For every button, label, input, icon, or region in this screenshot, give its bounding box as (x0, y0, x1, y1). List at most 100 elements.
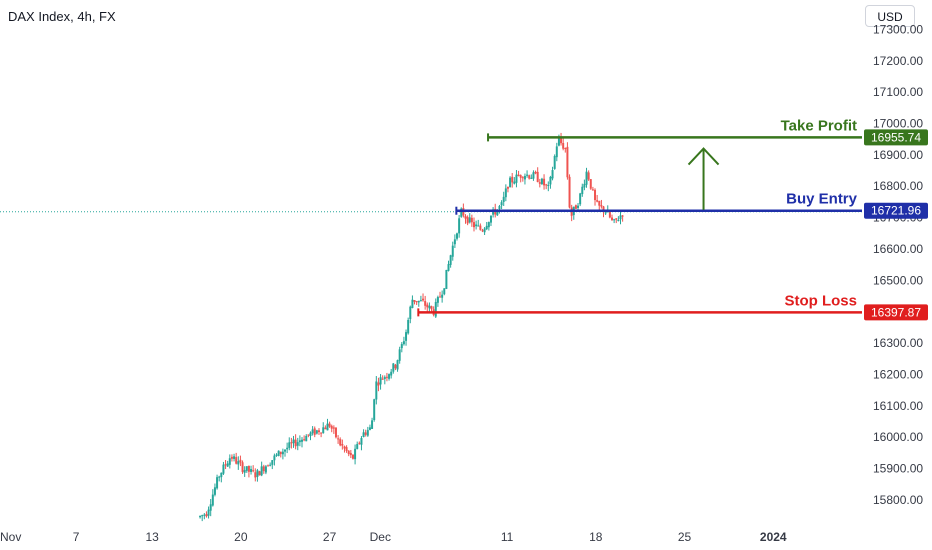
candle-body (409, 306, 412, 320)
candle-body (407, 319, 410, 334)
candle-body (332, 427, 335, 429)
candle-body (530, 177, 533, 179)
candle-body (211, 494, 214, 506)
price-axis[interactable]: 17300.00 17200.00 17100.00 17000.00 16900.00… (873, 22, 923, 506)
candle-body (445, 269, 448, 289)
candle-body (519, 175, 522, 178)
time-axis[interactable]: Nov 7 13 20 27 Dec 11 18 25 2024 (0, 530, 787, 544)
candle-body (286, 447, 289, 450)
candle-body (534, 171, 537, 174)
y-tick-label: 16300.00 (873, 336, 923, 350)
candle-body (411, 299, 414, 308)
candle-body (513, 181, 516, 184)
candle-body (458, 218, 461, 234)
candle-body (317, 430, 320, 433)
candle-body (213, 487, 216, 495)
candle-body (385, 376, 388, 378)
candle-body (621, 215, 624, 217)
candle-body (334, 427, 337, 438)
candle-body (591, 189, 594, 191)
candle-body (258, 471, 261, 476)
candle-body (577, 205, 580, 208)
candle-body (349, 452, 352, 456)
candle-body (619, 215, 622, 220)
candle-body (613, 219, 616, 221)
candle-body (356, 444, 359, 449)
candle-body (617, 220, 620, 222)
candle-body (379, 377, 382, 385)
x-tick-label: 7 (73, 530, 80, 544)
candle-body (426, 304, 429, 308)
chart-title: DAX Index, 4h, FX (8, 9, 116, 24)
candle-body (413, 300, 416, 302)
candle-body (224, 464, 227, 466)
y-tick-label: 17000.00 (873, 117, 923, 131)
candle-body (553, 156, 556, 169)
candle-body (441, 294, 444, 298)
candle-body (328, 423, 331, 427)
candle-body (477, 225, 480, 227)
candle-body (279, 451, 282, 455)
candle-body (398, 349, 401, 361)
candle-body (549, 176, 552, 185)
y-tick-label: 17100.00 (873, 85, 923, 99)
candle-body (368, 427, 371, 430)
candle-body (216, 477, 219, 489)
candle-body (615, 218, 618, 220)
candle-body (288, 442, 291, 448)
candle-body (487, 222, 490, 228)
candle-body (583, 183, 586, 188)
candle-body (269, 464, 272, 466)
candle-body (228, 458, 231, 465)
candle-body (324, 427, 327, 430)
candle-body (466, 217, 469, 224)
x-tick-label: 2024 (760, 530, 787, 544)
candle-body (449, 255, 452, 265)
levels-group: Take Profit Buy Entry Stop Loss (0, 117, 862, 317)
candle-body (241, 462, 244, 472)
candle-body (402, 341, 405, 345)
candle-body (354, 448, 357, 460)
candle-body (218, 476, 221, 478)
candle-body (254, 472, 257, 478)
candle-body (566, 146, 569, 178)
candle-body (598, 201, 601, 206)
currency-button[interactable]: USD (865, 5, 915, 27)
candle-body (415, 301, 418, 303)
candle-body (400, 344, 403, 349)
candle-body (422, 298, 425, 301)
candle-body (203, 514, 206, 516)
candle-body (392, 363, 395, 372)
candle-body (587, 172, 590, 180)
candle-body (358, 442, 361, 444)
candle-body (201, 515, 204, 517)
candle-body (602, 206, 605, 213)
candle-body (481, 230, 484, 232)
candle-body (337, 438, 340, 440)
candle-body (222, 464, 225, 474)
candle-body (551, 170, 554, 179)
candle-body (600, 205, 603, 207)
candle-body (439, 296, 442, 298)
candle-body (377, 382, 380, 386)
candle-body (419, 300, 422, 302)
candle-body (594, 189, 597, 201)
candle-body (511, 176, 514, 183)
candle-body (498, 206, 501, 210)
candle-body (489, 215, 492, 223)
candle-body (394, 364, 397, 369)
candle-body (296, 442, 299, 446)
candle-body (502, 196, 505, 202)
candle-body (250, 469, 253, 472)
candle-body (307, 434, 310, 436)
candle-body (555, 146, 558, 158)
y-tick-label: 16800.00 (873, 179, 923, 193)
x-tick-label: 25 (678, 530, 692, 544)
candle-body (230, 456, 233, 459)
candle-body (428, 305, 431, 309)
candle-body (277, 450, 280, 456)
candle-body (339, 439, 342, 446)
candle-body (483, 228, 486, 233)
candle-body (443, 288, 446, 295)
